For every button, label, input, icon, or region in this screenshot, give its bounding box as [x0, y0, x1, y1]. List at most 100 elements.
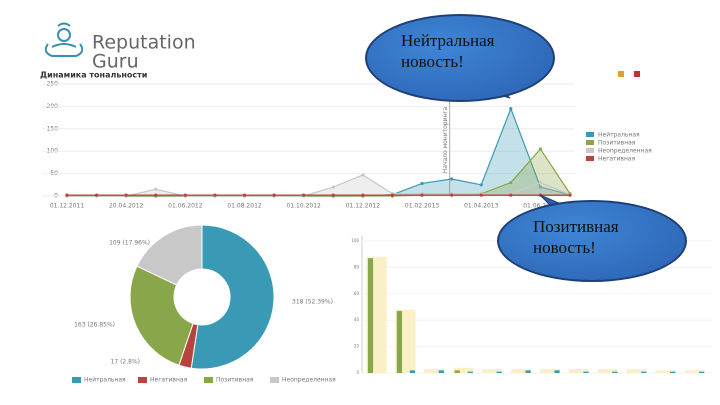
legend-swatch	[586, 140, 594, 145]
chart-title: Динамика тональности	[40, 71, 147, 80]
point	[331, 185, 335, 189]
icon	[618, 71, 624, 77]
y-tick-label: 20	[354, 344, 360, 349]
point	[65, 193, 69, 197]
data-label: 17 (2.8%)	[111, 359, 140, 366]
area-fill	[67, 148, 570, 196]
bar	[670, 371, 676, 373]
legend-label: Негативная	[598, 156, 636, 163]
logo-text: Guru	[92, 51, 139, 73]
x-tick-label: 01.10.2012	[287, 203, 322, 210]
point	[479, 183, 483, 187]
y-tick-label: 100	[351, 238, 359, 243]
bar	[626, 369, 647, 373]
data-label: 163 (26.85%)	[74, 322, 115, 329]
y-tick-label: 0	[356, 370, 359, 375]
point	[242, 193, 247, 197]
bar	[539, 369, 561, 373]
legend-label: Негативная	[150, 377, 188, 384]
legend-label: Неопределенная	[282, 377, 336, 384]
point	[124, 193, 128, 197]
x-tick-label: 20.04.2012	[109, 203, 144, 210]
point	[509, 107, 513, 111]
bar	[568, 369, 590, 373]
logo-icon	[44, 22, 84, 57]
bar	[409, 370, 416, 373]
x-tick-label: 01.06.2012	[168, 203, 203, 210]
point	[420, 193, 424, 197]
bar	[525, 370, 531, 373]
data-label: 109 (17.96%)	[109, 240, 150, 247]
bar	[554, 370, 560, 373]
slice	[136, 224, 203, 286]
point	[568, 193, 572, 197]
y-tick-label: 80	[354, 264, 360, 269]
legend-swatch	[586, 148, 594, 153]
point	[450, 177, 454, 181]
bar	[684, 370, 705, 373]
annotation: Начало мониторинга	[442, 106, 449, 173]
callout: Позитивная новость!	[497, 200, 687, 282]
bar	[597, 369, 619, 373]
bar	[438, 370, 444, 373]
x-tick-label: 01.12.2012	[346, 203, 381, 210]
bar	[612, 371, 618, 373]
slice	[129, 265, 194, 366]
area-fill	[67, 108, 570, 196]
point	[154, 193, 158, 197]
legend-swatch	[586, 132, 594, 137]
point	[420, 181, 424, 186]
bar	[482, 369, 503, 373]
data-label: 318 (52.39%)	[292, 299, 333, 306]
legend-label: Позитивная	[216, 377, 254, 384]
y-tick-label: 60	[354, 291, 360, 296]
bar	[511, 369, 532, 373]
legend-label: Нейтральная	[84, 377, 126, 384]
x-tick-label: 01.02.2013	[405, 203, 440, 210]
point	[183, 193, 187, 197]
bar	[424, 369, 445, 373]
line	[67, 174, 571, 197]
point	[509, 193, 513, 197]
point	[331, 193, 335, 197]
legend-label: Позитивная	[598, 140, 636, 147]
point	[94, 193, 99, 197]
logo-text: Reputation	[92, 32, 196, 54]
x-tick-label: 01.08.2012	[227, 203, 262, 210]
x-tick-label: 01.12.2011	[50, 203, 85, 210]
legend-label: Неопределенная	[598, 148, 652, 155]
point	[361, 173, 365, 177]
bar	[698, 371, 705, 373]
bar	[496, 371, 502, 373]
point	[154, 187, 158, 191]
legend-swatch	[586, 156, 594, 161]
bar	[396, 310, 403, 373]
bar	[453, 367, 474, 373]
point	[538, 185, 543, 189]
legend-swatch	[72, 377, 81, 383]
bar	[454, 370, 460, 373]
point	[450, 193, 454, 197]
point	[479, 193, 483, 197]
point	[538, 147, 543, 151]
bar	[467, 371, 473, 373]
point	[272, 193, 276, 197]
point	[213, 193, 217, 197]
point	[538, 180, 543, 185]
point	[302, 193, 306, 197]
point	[509, 180, 513, 185]
point	[361, 193, 365, 197]
bar	[655, 370, 676, 373]
icon	[634, 71, 640, 77]
callout: Нейтральная новость!	[365, 14, 555, 102]
legend-label: Нейтральная	[598, 132, 640, 139]
bar	[367, 258, 374, 373]
line	[67, 147, 571, 197]
bar	[583, 371, 589, 373]
legend-swatch	[204, 377, 213, 383]
legend-swatch	[138, 377, 147, 383]
x-tick-label: 01.04.2013	[464, 203, 499, 210]
point	[390, 193, 395, 197]
